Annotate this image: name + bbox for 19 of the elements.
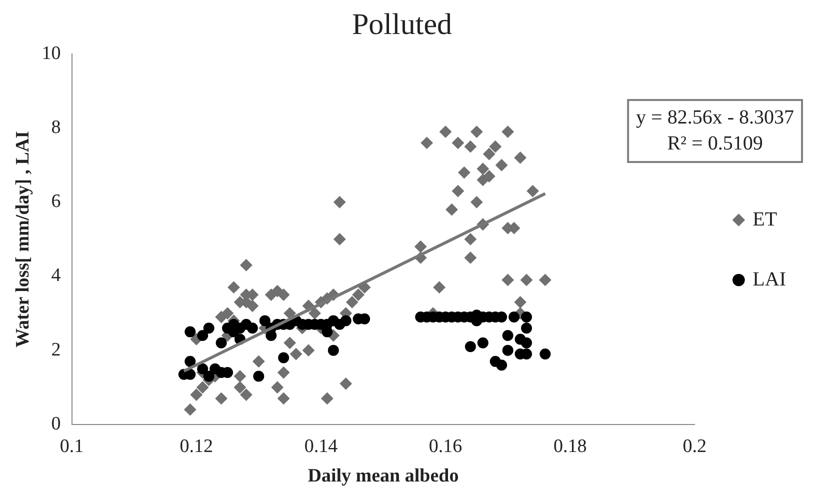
legend-label: LAI	[752, 268, 786, 290]
y-tick-label: 2	[51, 339, 61, 360]
y-tick-label: 4	[51, 265, 62, 286]
y-tick-label: 0	[51, 413, 61, 434]
legend-label: ET	[752, 208, 778, 230]
x-tick-label: 0.14	[304, 436, 338, 457]
y-tick-label: 6	[51, 191, 61, 212]
x-tick-label: 0.2	[682, 436, 707, 457]
x-tick-label: 0.16	[428, 436, 462, 457]
x-tick-label: 0.1	[60, 436, 84, 457]
chart-title: Polluted	[352, 8, 452, 41]
y-tick-label: 8	[51, 117, 61, 138]
annotation: y = 82.56x - 8.3037	[636, 106, 794, 128]
annotation: R² = 0.5109	[667, 132, 763, 154]
y-tick-label: 10	[42, 42, 61, 64]
x-tick-label: 0.18	[553, 436, 587, 457]
x-axis-title: Daily mean albedo	[308, 466, 459, 487]
x-tick-label: 0.12	[180, 436, 213, 457]
y-axis-title: Water loss[ mm/day] , LAI	[12, 130, 34, 348]
